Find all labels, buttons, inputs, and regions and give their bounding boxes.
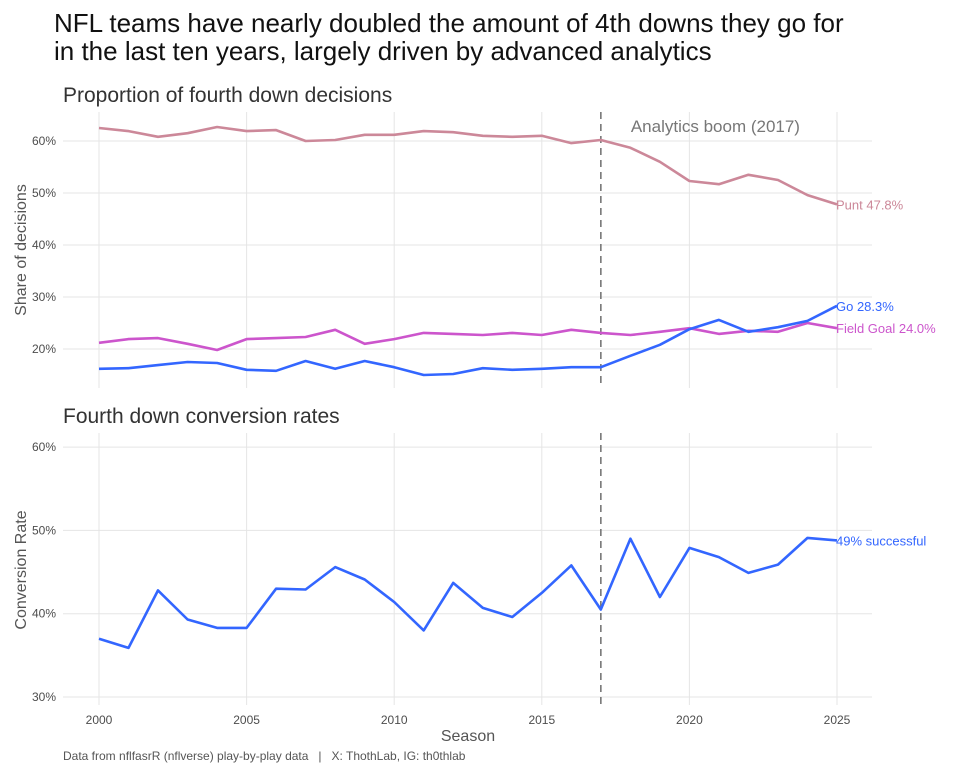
panel-decisions: 20% 30% 40% 50% 60% Analytics boom (2017) Punt…	[32, 112, 936, 388]
x-tick-label: 2005	[233, 713, 260, 727]
series-line-go	[98, 304, 838, 377]
y-tick-label: 60%	[32, 134, 56, 148]
series-end-label: Field Goal 24.0%	[836, 321, 936, 336]
series-end-label: Punt 47.8%	[836, 197, 904, 212]
series-line-punt	[98, 125, 838, 206]
y-tick-label: 60%	[32, 440, 56, 454]
y-tick-label: 40%	[32, 607, 56, 621]
y-tick-label: 20%	[32, 342, 56, 356]
chart-title-line1: NFL teams have nearly doubled the amount…	[54, 8, 844, 38]
series-end-label: Go 28.3%	[836, 299, 894, 314]
series-end-label: 49% successful	[836, 533, 926, 548]
series-line-conversion	[98, 536, 838, 650]
panel2-ylabel: Conversion Rate	[13, 510, 30, 629]
x-axis-title: Season	[441, 728, 495, 745]
y-tick-label: 30%	[32, 690, 56, 704]
series-line-field-goal	[98, 321, 838, 352]
panel2-title: Fourth down conversion rates	[63, 405, 340, 428]
y-tick-label: 40%	[32, 238, 56, 252]
y-tick-label: 30%	[32, 290, 56, 304]
panel1-ylabel: Share of decisions	[13, 184, 30, 316]
vline-annotation: Analytics boom (2017)	[631, 117, 800, 136]
x-tick-label: 2010	[381, 713, 408, 727]
x-tick-label: 2025	[824, 713, 851, 727]
panel1-title: Proportion of fourth down decisions	[63, 84, 392, 107]
y-tick-label: 50%	[32, 186, 56, 200]
chart-title-line2: in the last ten years, largely driven by…	[54, 36, 712, 66]
caption: Data from nflfasrR (nflverse) play-by-pl…	[63, 749, 466, 763]
x-tick-label: 2020	[676, 713, 703, 727]
panel-conversion: 30% 40% 50% 60% 2000 2005 2010 2015 2020 2025 49% …	[32, 433, 926, 727]
x-tick-label: 2000	[86, 713, 113, 727]
x-tick-label: 2015	[528, 713, 555, 727]
y-tick-label: 50%	[32, 523, 56, 537]
